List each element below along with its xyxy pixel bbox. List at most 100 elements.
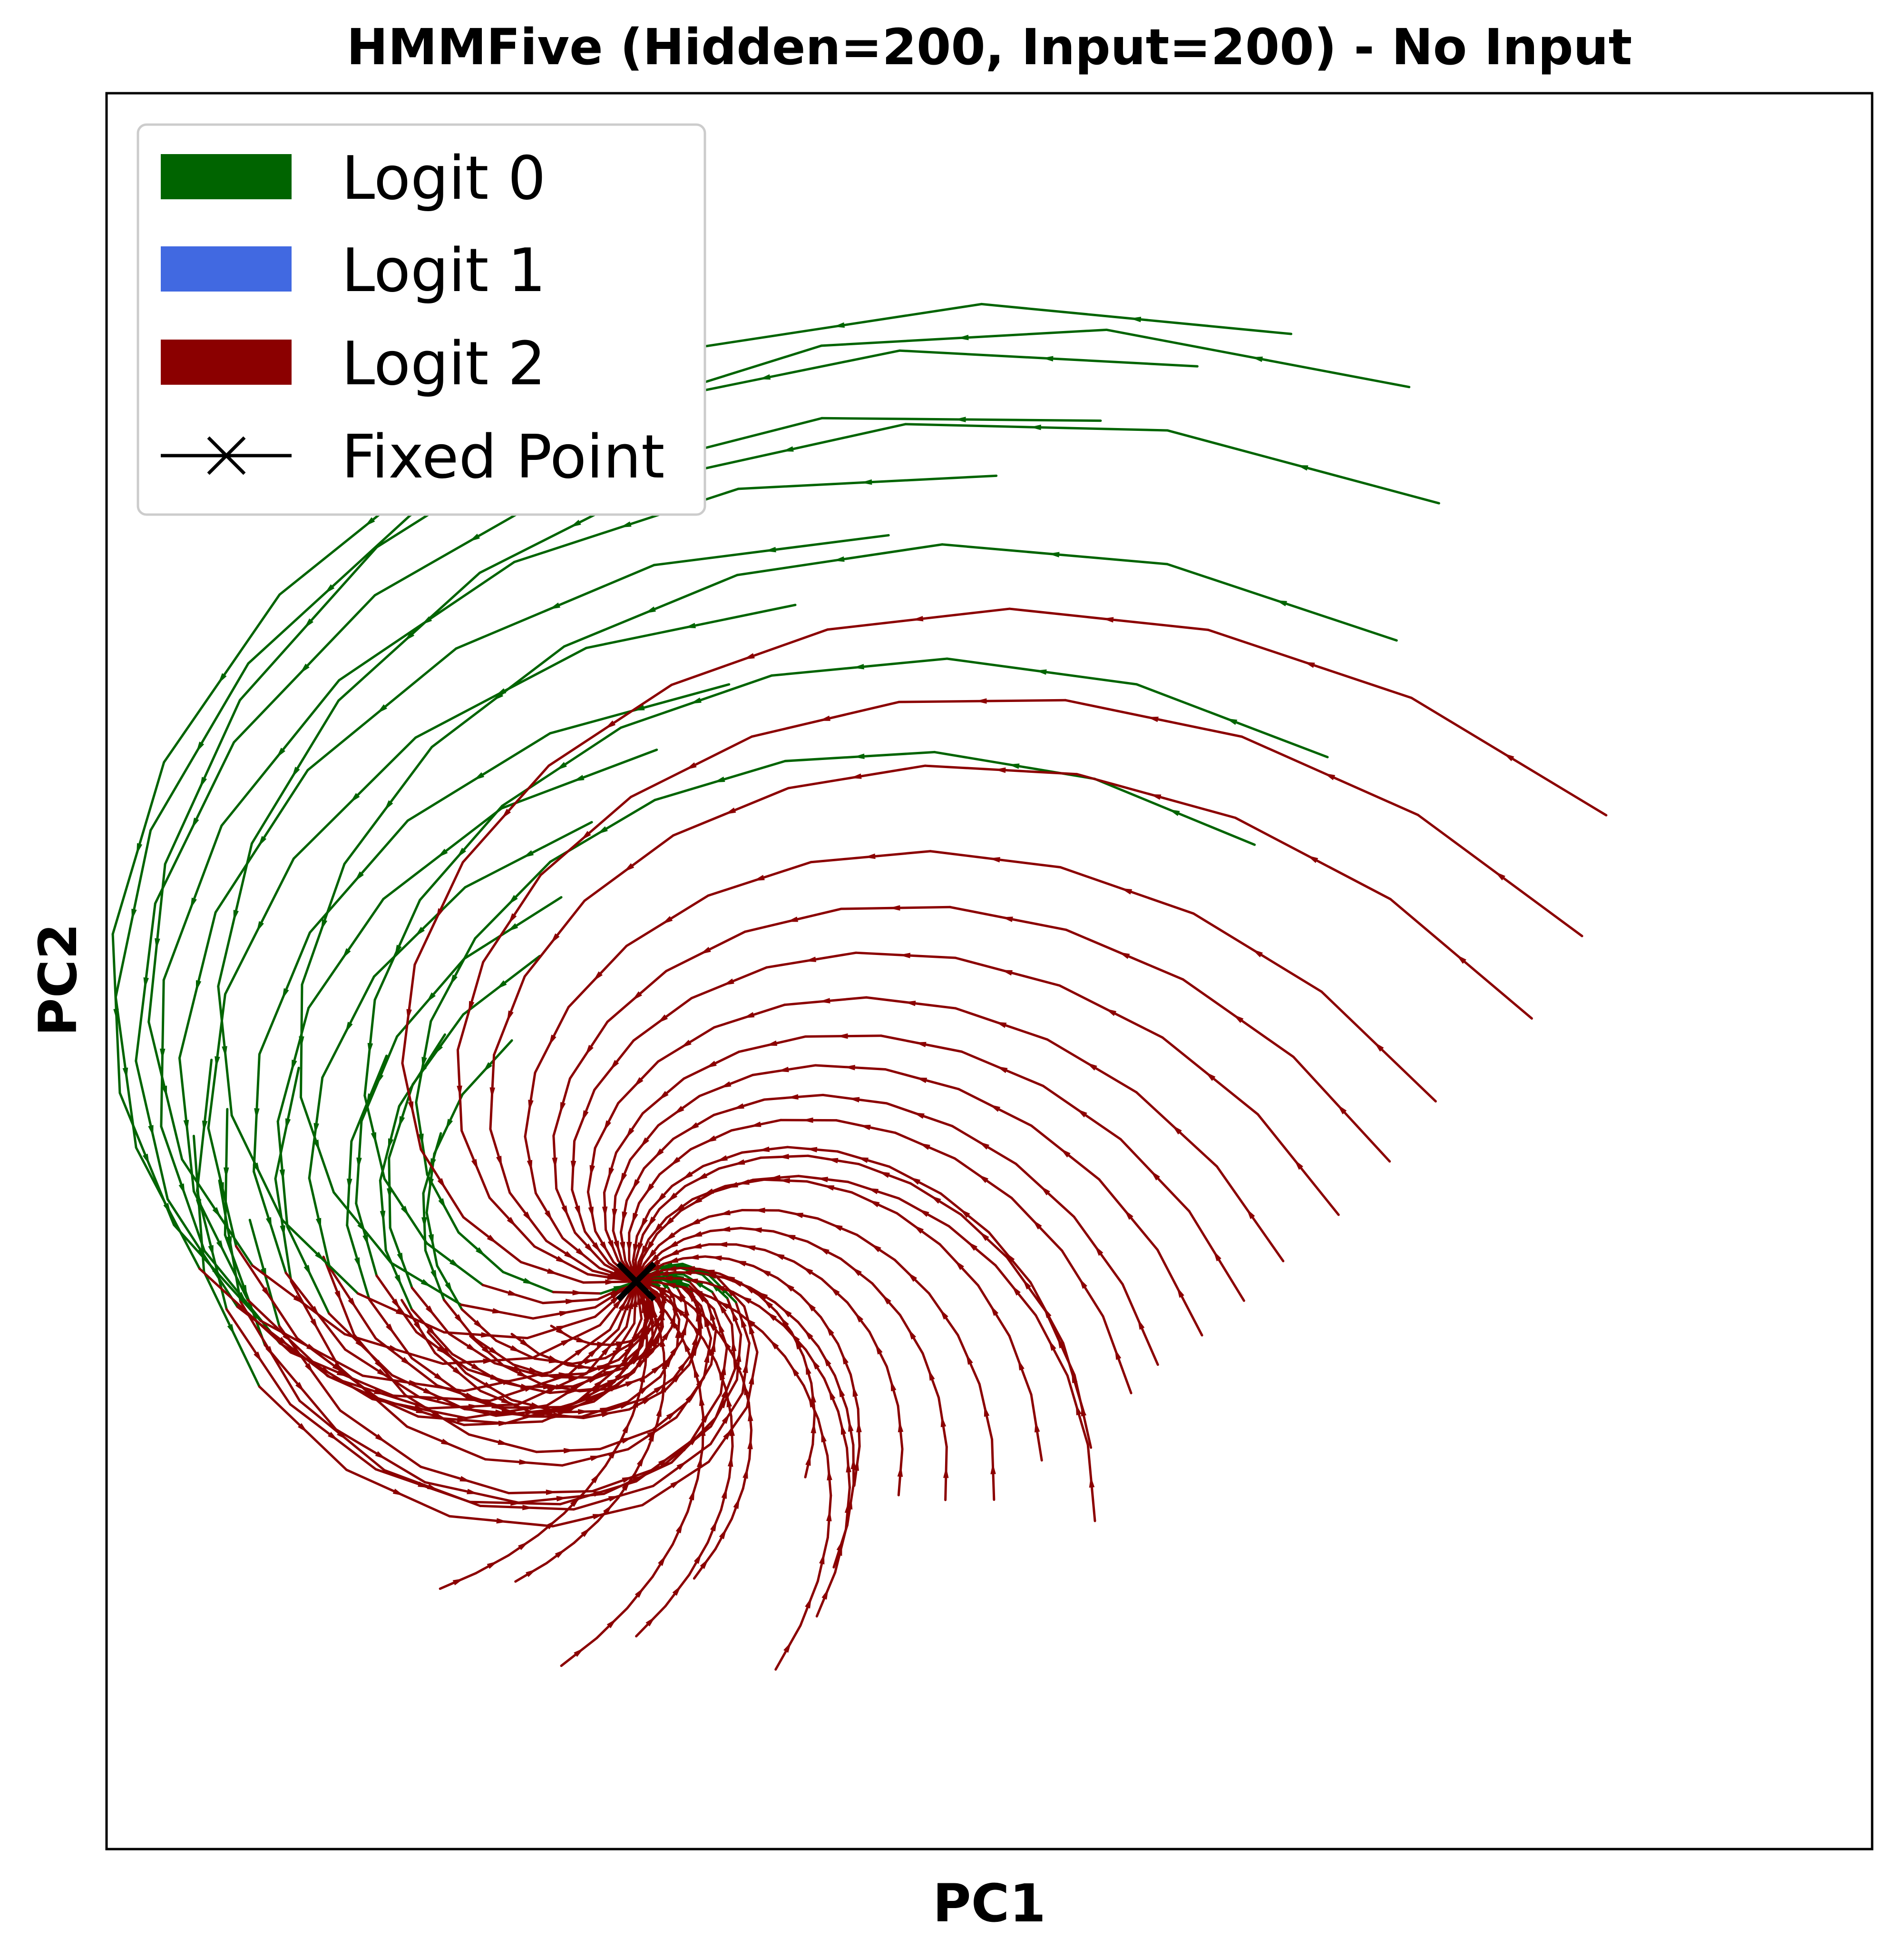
- trajectory-27-arrow-9: [293, 1295, 304, 1304]
- trajectory-1-arrow-10: [718, 1302, 727, 1314]
- trajectory-53-arrow-0: [821, 1588, 829, 1600]
- trajectory-53-arrow-10: [713, 1285, 725, 1292]
- legend-label-fixed-point: Fixed Point: [342, 422, 664, 492]
- trajectory-38-arrow-0: [1246, 1208, 1255, 1219]
- trajectory-56-arrow-2: [693, 1553, 702, 1564]
- trajectory-33-arrow-10: [471, 1159, 478, 1170]
- trajectory-53-arrow-11: [686, 1278, 698, 1284]
- trajectory-49-arrow-7: [773, 1253, 785, 1260]
- trajectory-19-arrow-7: [423, 1387, 435, 1395]
- trajectory-13-arrow-9: [678, 1289, 686, 1301]
- trajectory-43-arrow-9: [682, 1171, 693, 1180]
- trajectory-32-arrow-1: [1303, 662, 1315, 668]
- trajectory-12-arrow-4: [619, 1403, 632, 1409]
- trajectory-31-arrow-3: [713, 776, 725, 783]
- trajectory-49-arrow-1: [898, 1421, 904, 1432]
- trajectory-36-arrow-8: [585, 1044, 594, 1056]
- trajectory-47-arrow-2: [966, 1353, 973, 1365]
- trajectory-24-arrow-0: [954, 417, 966, 422]
- trajectory-53-arrow-6: [811, 1358, 820, 1370]
- trajectory-1-arrow-5: [556, 1496, 568, 1502]
- trajectory-22-arrow-1: [549, 602, 561, 610]
- trajectory-24-arrow-3: [300, 663, 310, 674]
- trajectory-55-arrow-0: [700, 1558, 709, 1569]
- legend-label-logit-1: Logit 1: [342, 235, 546, 305]
- trajectory-12-arrow-7: [692, 1334, 698, 1346]
- trajectory-32-arrow-3: [912, 616, 924, 622]
- trajectory-34-arrow-1: [1307, 855, 1318, 863]
- trajectory-46-arrow-3: [1011, 1285, 1021, 1296]
- trajectory-55-arrow-4: [747, 1438, 753, 1450]
- trajectory-57-arrow-0: [574, 1647, 585, 1657]
- trajectory-22-arrow-13: [636, 1293, 643, 1305]
- trajectory-58-arrow-4: [622, 1480, 631, 1491]
- plot-frame: [105, 92, 1874, 1851]
- trajectory-32-arrow-0: [1503, 753, 1514, 761]
- trajectory-44-arrow-4: [930, 1195, 941, 1204]
- trajectory-21-arrow-4: [215, 1056, 220, 1068]
- trajectory-29-arrow-5: [384, 800, 393, 811]
- trajectory-54-arrow-3: [826, 1510, 832, 1521]
- trajectory-26-arrow-12: [575, 1347, 586, 1356]
- trajectory-56-arrow-11: [674, 1306, 685, 1316]
- trajectory-45-arrow-1: [1018, 1359, 1025, 1371]
- trajectory-19-arrow-3: [291, 1060, 297, 1072]
- trajectory-42-arrow-10: [645, 1183, 654, 1194]
- trajectory-34-arrow-4: [850, 773, 862, 779]
- trajectory-7-arrow-4: [563, 1448, 575, 1454]
- trajectory-9-arrow-5: [474, 1320, 484, 1330]
- trajectory-42-arrow-7: [750, 1121, 762, 1127]
- trajectory-51-arrow-5: [780, 1316, 789, 1327]
- trajectory-20-arrow-7: [377, 1368, 388, 1377]
- trajectory-32-arrow-11: [487, 1235, 498, 1244]
- trajectory-29-arrow-1: [1048, 552, 1060, 558]
- trajectory-40-arrow-4: [915, 1077, 928, 1083]
- trajectory-55-arrow-7: [735, 1360, 742, 1372]
- trajectory-40-arrow-9: [640, 1137, 649, 1148]
- trajectory-33-arrow-5: [685, 762, 697, 770]
- trajectory-18-arrow-6: [401, 1357, 412, 1366]
- trajectory-47-arrow-10: [689, 1218, 701, 1226]
- trajectory-0-arrow-2: [298, 1423, 308, 1433]
- trajectory-5-arrow-5: [519, 1459, 531, 1465]
- trajectory-35-arrow-6: [662, 916, 673, 925]
- trajectory-10-arrow-1: [421, 1217, 427, 1229]
- trajectory-55-arrow-10: [691, 1306, 702, 1315]
- trajectory-50-arrow-3: [841, 1353, 849, 1365]
- trajectory-33-arrow-9: [457, 1085, 462, 1097]
- trajectory-54-arrow-9: [744, 1317, 756, 1327]
- trajectory-11-arrow-1: [452, 1367, 463, 1376]
- trajectory-47-arrow-3: [939, 1308, 948, 1320]
- trajectory-58-arrow-5: [636, 1455, 644, 1467]
- legend-swatch-logit-1: [161, 246, 292, 292]
- trajectory-8-arrow-2: [380, 1210, 386, 1222]
- trajectory-37-arrow-0: [1294, 1159, 1303, 1170]
- trajectory-19-arrow-6: [355, 1339, 366, 1349]
- trajectory-42-arrow-3: [977, 1174, 989, 1183]
- trajectory-3-arrow-6: [593, 1490, 605, 1497]
- trajectory-54-arrow-0: [783, 1641, 791, 1653]
- trajectory-41-arrow-2: [1040, 1186, 1050, 1196]
- trajectory-58-arrow-7: [656, 1405, 662, 1417]
- trajectory-6-arrow-4: [434, 1373, 445, 1382]
- trajectory-24-arrow-12: [601, 1345, 611, 1355]
- trajectory-30-arrow-10: [449, 1259, 460, 1268]
- trajectory-44-arrow-0: [1081, 1404, 1087, 1417]
- trajectory-20-arrow-10: [584, 1392, 595, 1400]
- trajectory-13-arrow-0: [481, 1345, 492, 1355]
- trajectory-50-arrow-8: [734, 1260, 747, 1266]
- trajectory-54-arrow-10: [718, 1301, 730, 1309]
- trajectory-20-arrow-1: [473, 772, 485, 780]
- trajectory-11-arrow-6: [672, 1373, 682, 1383]
- trajectory-21-arrow-3: [256, 921, 264, 933]
- trajectory-2-arrow-4: [522, 1504, 534, 1510]
- trajectory-21-arrow-6: [262, 1287, 271, 1298]
- trajectory-49-arrow-4: [854, 1312, 864, 1323]
- trajectory-58-arrow-10: [660, 1335, 665, 1347]
- trajectory-50-arrow-6: [783, 1283, 795, 1292]
- trajectory-3-arrow-9: [720, 1364, 726, 1375]
- trajectory-52-arrow-5: [823, 1355, 831, 1367]
- trajectory-33-arrow-6: [580, 831, 591, 840]
- trajectory-35-arrow-1: [1251, 949, 1263, 957]
- trajectory-1-arrow-2: [295, 1382, 305, 1393]
